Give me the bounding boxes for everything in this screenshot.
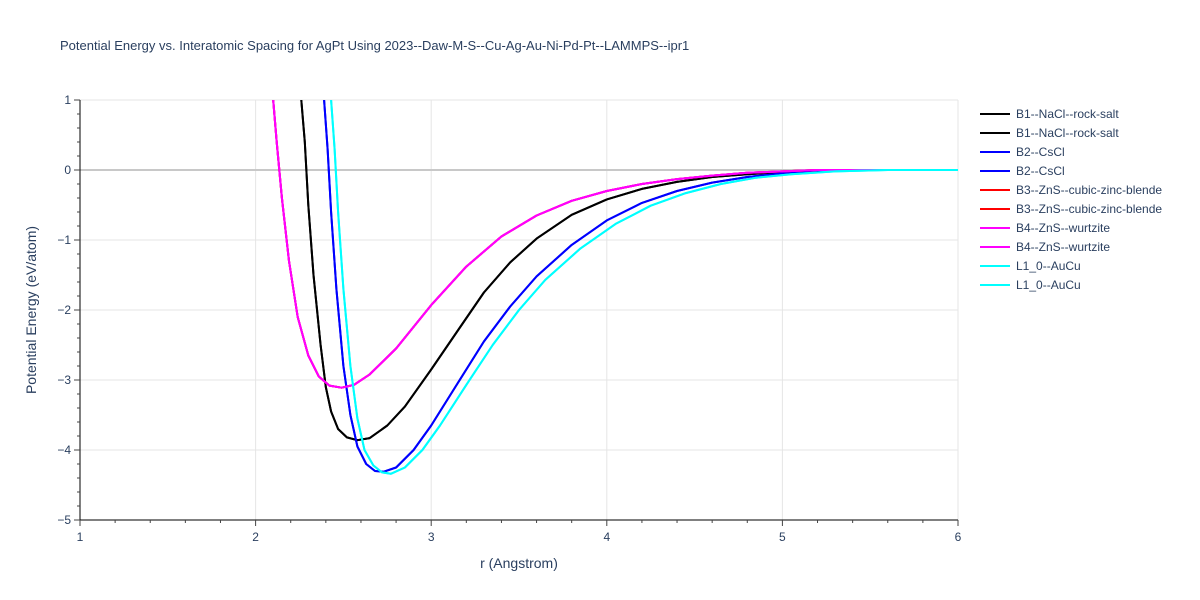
legend-item[interactable]: B1--NaCl--rock-salt [980, 126, 1119, 140]
legend-item[interactable]: B2--CsCl [980, 164, 1065, 178]
x-tick-label: 6 [955, 530, 962, 544]
legend-label: B2--CsCl [1016, 164, 1065, 178]
legend-label: B4--ZnS--wurtzite [1016, 221, 1110, 235]
series-line-7 [272, 100, 958, 389]
legend-label: B1--NaCl--rock-salt [1016, 126, 1119, 140]
y-axis-title: Potential Energy (eV/atom) [23, 226, 39, 394]
y-tick-label: −1 [57, 233, 71, 247]
legend-item[interactable]: B2--CsCl [980, 145, 1065, 159]
legend-item[interactable]: L1_0--AuCu [980, 259, 1081, 273]
legend-label: B4--ZnS--wurtzite [1016, 240, 1110, 254]
legend-item[interactable]: B1--NaCl--rock-salt [980, 107, 1119, 121]
y-tick-label: −4 [57, 443, 71, 457]
x-tick-label: 1 [77, 530, 84, 544]
series-layer [272, 100, 958, 475]
legend-label: B2--CsCl [1016, 145, 1065, 159]
legend-item[interactable]: B3--ZnS--cubic-zinc-blende [980, 202, 1162, 216]
legend-label: B3--ZnS--cubic-zinc-blende [1016, 183, 1162, 197]
y-tick-label: 1 [64, 93, 71, 107]
y-tick-label: −2 [57, 303, 71, 317]
tick-labels: 1 2 3 4 5 6 1 0 −1 −2 −3 −4 −5 [57, 93, 961, 544]
series-line-3 [323, 100, 958, 473]
legend-label: B3--ZnS--cubic-zinc-blende [1016, 202, 1162, 216]
chart-title: Potential Energy vs. Interatomic Spacing… [60, 38, 689, 53]
series-line-1 [300, 100, 958, 442]
x-axis-title: r (Angstrom) [480, 555, 558, 571]
legend-label: B1--NaCl--rock-salt [1016, 107, 1119, 121]
legend-item[interactable]: B3--ZnS--cubic-zinc-blende [980, 183, 1162, 197]
series-line-9 [330, 100, 958, 475]
axes [74, 99, 959, 526]
y-tick-label: 0 [64, 163, 71, 177]
y-tick-label: −5 [57, 513, 71, 527]
legend-label: L1_0--AuCu [1016, 278, 1081, 292]
legend[interactable]: B1--NaCl--rock-salt B1--NaCl--rock-salt B2… [980, 107, 1162, 292]
legend-item[interactable]: B4--ZnS--wurtzite [980, 221, 1110, 235]
x-tick-label: 5 [779, 530, 786, 544]
x-tick-label: 4 [603, 530, 610, 544]
x-tick-label: 3 [428, 530, 435, 544]
legend-label: L1_0--AuCu [1016, 259, 1081, 273]
legend-item[interactable]: B4--ZnS--wurtzite [980, 240, 1110, 254]
x-tick-label: 2 [252, 530, 259, 544]
legend-item[interactable]: L1_0--AuCu [980, 278, 1081, 292]
y-tick-label: −3 [57, 373, 71, 387]
